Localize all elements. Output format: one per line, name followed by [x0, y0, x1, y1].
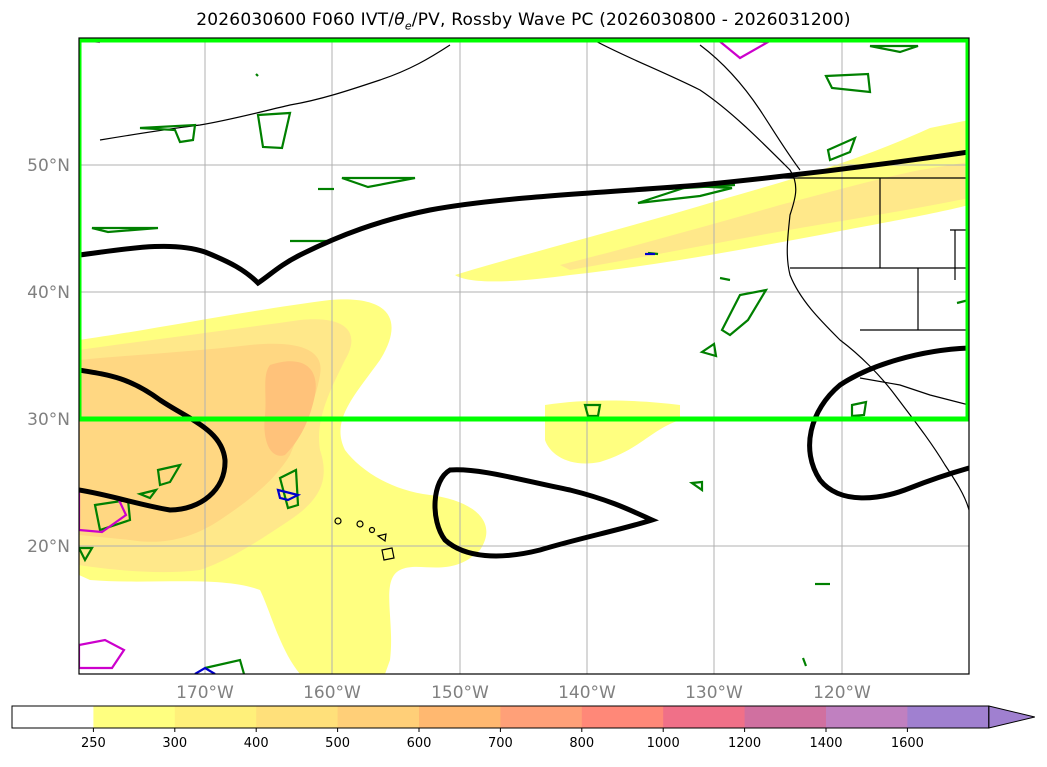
pv-contour-north	[79, 149, 969, 287]
colorbar-tick-label: 1600	[891, 736, 924, 751]
lon-label-140w: 140°W	[558, 683, 616, 703]
canada-coast	[699, 44, 801, 171]
colorbar-tick-label: 1000	[647, 736, 680, 751]
lon-label-160w: 160°W	[303, 683, 361, 703]
map-area	[79, 38, 969, 674]
lat-label-50: 50°N	[27, 156, 70, 176]
colorbar-extend-arrow	[988, 705, 1035, 729]
pv-contours	[79, 149, 969, 559]
lon-label-120w: 120°W	[813, 683, 871, 703]
colorbar-tick-label: 600	[407, 736, 432, 751]
colorbar-tick-label: 1400	[809, 736, 842, 751]
colorbar-segment	[419, 706, 501, 728]
coastlines	[99, 38, 969, 511]
ivt-400-region	[79, 343, 321, 542]
ivt-colorbar: 250 300 400 500 600 700 800 1000 1200 1400 1600	[11, 705, 1035, 751]
colorbar-segment	[907, 706, 990, 728]
ivt-250-region-east	[455, 120, 969, 282]
lat-label-40: 40°N	[27, 283, 70, 303]
colorbar-tick-label: 300	[162, 736, 187, 751]
pv-contour-east	[807, 345, 969, 501]
title-theta-sub: e	[404, 19, 412, 33]
pv-contour-southwest	[79, 367, 228, 513]
north-america-coast	[589, 38, 969, 511]
colorbar-segment	[337, 706, 420, 728]
colorbar-segment	[500, 706, 583, 728]
colorbar-tick-label: 1200	[728, 736, 761, 751]
colorbar-tick-label: 250	[81, 736, 106, 751]
ivt-500-region	[264, 361, 316, 456]
colorbar-tick-label: 400	[244, 736, 269, 751]
lat-label-30: 30°N	[27, 410, 70, 430]
latitude-labels: 50°N 40°N 30°N 20°N	[27, 156, 70, 557]
map-frame	[78, 37, 970, 675]
ivt-east-300	[560, 162, 969, 270]
colorbar-segment	[174, 706, 257, 728]
title-theta: θ	[394, 10, 405, 30]
aleutian-coast	[99, 44, 451, 141]
longitude-labels: 170°W 160°W 150°W 140°W 130°W 120°W	[176, 683, 871, 703]
theta-e-contours-blue	[194, 252, 655, 674]
ivt-250-region-mid	[545, 400, 680, 464]
colorbar-tick-label: 700	[488, 736, 513, 751]
mexico-border	[859, 377, 969, 406]
colorbar-segment	[826, 706, 908, 728]
colorbar-segment	[581, 706, 664, 728]
hawaii-islands	[334, 517, 395, 561]
title-prefix: 2026030600 F060 IVT/	[196, 10, 395, 30]
lon-label-130w: 130°W	[685, 683, 743, 703]
us-state-borders	[780, 177, 969, 331]
title-suffix: /PV, Rossby Wave PC (2026030800 - 202603…	[411, 10, 851, 30]
lon-label-150w: 150°W	[431, 683, 489, 703]
colorbar-segment	[93, 706, 176, 728]
lat-label-20: 20°N	[27, 537, 70, 557]
pv-contour-central-loop	[432, 467, 659, 559]
colorbar-segment	[744, 706, 827, 728]
lon-label-170w: 170°W	[176, 683, 234, 703]
colorbar-segment	[663, 706, 746, 728]
colorbar-tick-label: 800	[569, 736, 594, 751]
colorbar-tick-label: 500	[325, 736, 350, 751]
map-title: 2026030600 F060 IVT/θe/PV, Rossby Wave P…	[0, 10, 1047, 32]
colorbar-segment	[12, 706, 94, 728]
analysis-box	[79, 38, 969, 422]
ivt-shading	[79, 120, 969, 674]
colorbar-segment	[256, 706, 339, 728]
